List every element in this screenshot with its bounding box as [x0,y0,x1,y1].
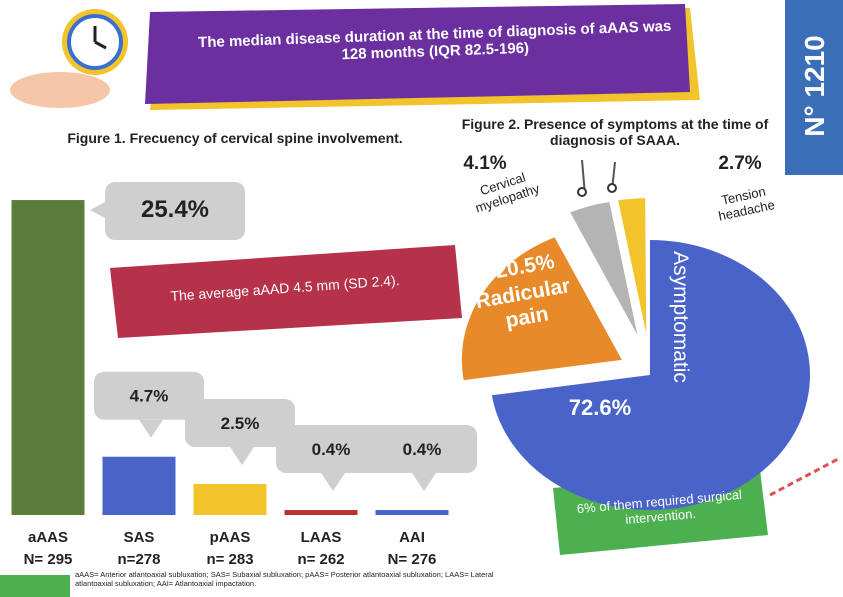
chart-title: Figure 2. Presence of symptoms at the ti… [461,116,769,148]
bubble [367,425,477,474]
leader-dot [577,187,587,197]
decor [0,575,70,597]
x-tick-label: LAAS [301,529,342,546]
bubble [276,425,386,474]
data-label: 2.5% [221,414,260,433]
x-tick-label: AAI [399,529,425,546]
data-label: 0.4% [312,440,351,459]
category-label: Asymptomatic [669,251,692,383]
pie-slice [461,237,622,381]
bar [102,456,176,515]
x-tick-label: aAAS [28,529,68,546]
bubble-tail [90,202,105,218]
badge [785,0,843,175]
bubble [105,182,245,240]
pie-slice [618,198,647,334]
bubble-tail [321,473,345,492]
badge-text: N° 1210 [799,35,830,137]
bubble-tail [412,473,436,492]
x-tick-sublabel: N= 276 [388,551,437,568]
bar [193,484,267,515]
chart-title: Figure 1. Frecuency of cervical spine in… [67,130,403,146]
data-label: 72.6% [568,395,632,420]
data-label: 0.4% [403,440,442,459]
banner [145,4,690,104]
pie-slice [491,240,811,510]
bubble [185,399,295,447]
bar [284,510,358,515]
bubble [94,371,204,420]
x-tick-sublabel: n=278 [118,551,161,568]
footnote: aAAS= Anterior atlantoaxial subluxation;… [75,570,494,588]
data-label: 25.4% [141,196,209,223]
bar [375,510,449,515]
data-label: 2.7% [718,153,762,174]
x-tick-label: pAAS [210,529,251,546]
x-tick-sublabel: n= 262 [297,551,344,568]
bubble-tail [139,419,163,438]
dashed-line [769,456,841,497]
bubble-tail [230,447,254,465]
x-tick-label: SAS [124,529,155,546]
hand-icon [10,72,110,108]
leader-dot [607,183,617,193]
x-tick-sublabel: n= 283 [206,551,253,568]
data-label: 4.1% [463,153,507,174]
x-tick-sublabel: N= 295 [24,551,73,568]
bar [11,200,85,516]
clock-hands [93,26,107,50]
data-label: 4.7% [130,387,169,406]
pie-slice [570,202,638,335]
annotation-box [110,245,462,338]
